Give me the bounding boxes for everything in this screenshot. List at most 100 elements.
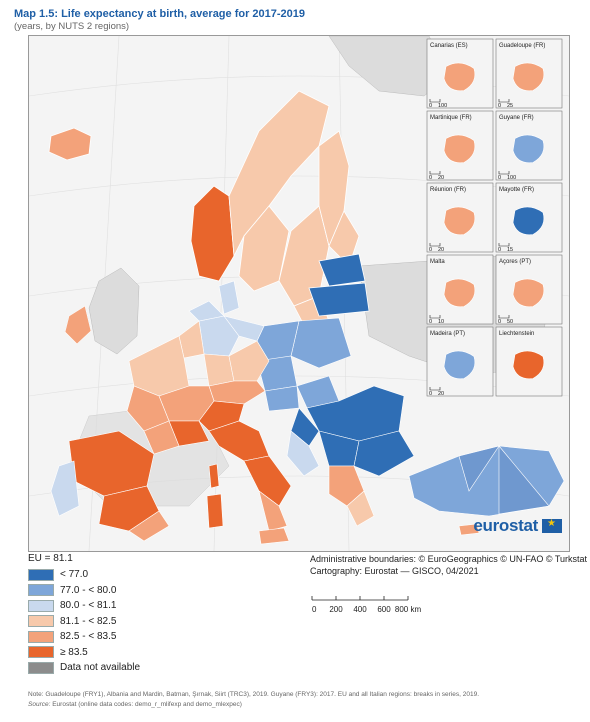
- inset-label: Malta: [430, 259, 445, 265]
- inset-label: Madeira (PT): [430, 331, 465, 337]
- legend-label: 82.5 - < 83.5: [60, 631, 117, 643]
- inset-region-shape: [443, 134, 476, 164]
- inset-guadeloupe-fr: Guadeloupe (FR) 0 25: [495, 38, 563, 109]
- inset-region-shape: [443, 206, 476, 236]
- inset-scale-zero: 0: [429, 319, 432, 325]
- inset-scale-zero: 0: [429, 103, 432, 109]
- legend-swatch: [28, 584, 54, 597]
- inset-label: Liechtenstein: [499, 331, 534, 337]
- legend-rows: < 77.0 77.0 - < 80.0 80.0 - < 81.1 81.1 - <…: [28, 567, 140, 676]
- legend-swatch: [28, 599, 54, 612]
- legend-item: 80.0 - < 81.1: [28, 598, 140, 614]
- note-block: Note: Guadeloupe (FRY1), Albania and Mar…: [28, 690, 568, 710]
- greece: [328, 465, 375, 527]
- legend-item: 81.1 - < 82.5: [28, 614, 140, 630]
- map-number: Map 1.5:: [14, 8, 59, 20]
- inset-region-shape: [443, 278, 476, 308]
- scale-tick-label: 200: [329, 605, 343, 614]
- legend-label: 80.0 - < 81.1: [60, 600, 117, 612]
- region-norway-west: [190, 185, 235, 282]
- inset-canarias-es: Canarias (ES) 0 100: [426, 38, 494, 109]
- inset-label: Guyane (FR): [499, 115, 534, 121]
- map-frame: Canarias (ES) 0 100 Guadeloupe (FR) 0 25 Marti…: [28, 35, 570, 552]
- legend: EU = 81.1 < 77.0 77.0 - < 80.0 80.0 - < 81…: [28, 553, 140, 676]
- inset-label: Martinique (FR): [430, 115, 472, 121]
- alpine: [198, 400, 292, 532]
- legend-swatch: [28, 646, 54, 659]
- inset-r-union-fr: Réunion (FR) 0 20: [426, 182, 494, 253]
- med-islands: [206, 463, 290, 545]
- region-iceland: [48, 127, 92, 161]
- legend-item: 77.0 - < 80.0: [28, 583, 140, 599]
- inset-scale-zero: 0: [429, 391, 432, 397]
- credits-boundaries: Administrative boundaries: © EuroGeograp…: [310, 554, 588, 564]
- inset-martinique-fr: Martinique (FR) 0 20: [426, 110, 494, 181]
- land-uk: [88, 267, 140, 355]
- central-east: [256, 317, 352, 412]
- inset-scale-value: 10: [438, 319, 444, 325]
- turkey: [408, 445, 565, 517]
- finland: [318, 130, 360, 267]
- scale-bar: 0 200 400 600 800 km: [311, 596, 422, 614]
- inset-label: Mayotte (FR): [499, 187, 534, 193]
- baltics: [308, 253, 370, 317]
- inset-scale-value: 50: [507, 319, 513, 325]
- inset-region-shape: [512, 206, 545, 236]
- credits: Administrative boundaries: © EuroGeograp…: [310, 553, 587, 577]
- inset-scale-zero: 0: [498, 175, 501, 181]
- inset-region-shape: [443, 62, 476, 92]
- legend-item: Data not available: [28, 660, 140, 676]
- inset-scale-zero: 0: [498, 103, 501, 109]
- legend-label: 77.0 - < 80.0: [60, 584, 117, 596]
- land-russia-north: [328, 36, 450, 97]
- inset-a-ores-pt: Açores (PT) 0 50: [495, 254, 563, 325]
- inset-label: Canarias (ES): [430, 43, 468, 49]
- inset-scale-value: 20: [438, 391, 444, 397]
- inset-scale-value: 15: [507, 247, 513, 253]
- eu-flag-icon: [542, 518, 562, 533]
- south-east-dark: [290, 385, 415, 477]
- inset-liechtenstein: Liechtenstein: [495, 326, 563, 397]
- inset-mayotte-fr: Mayotte (FR) 0 15: [495, 182, 563, 253]
- france: [126, 335, 215, 455]
- inset-madeira-pt: Madeira (PT) 0 20: [426, 326, 494, 397]
- map-title: Map 1.5: Life expectancy at birth, avera…: [14, 8, 305, 21]
- legend-label: < 77.0: [60, 569, 89, 581]
- inset-scale-value: 100: [507, 175, 516, 181]
- scale-tick-label: 0: [312, 605, 317, 614]
- legend-swatch: [28, 568, 54, 581]
- inset-scale-zero: 0: [498, 319, 501, 325]
- inset-label: Réunion (FR): [430, 187, 466, 193]
- inset-region-shape: [512, 134, 545, 164]
- inset-region-shape: [512, 278, 545, 308]
- inset-scale-value: 100: [438, 103, 447, 109]
- inset-scale-zero: 0: [429, 175, 432, 181]
- inset-scale-value: 25: [507, 103, 513, 109]
- scale-tick-label: 800 km: [395, 605, 422, 614]
- legend-item: ≥ 83.5: [28, 645, 140, 661]
- central-west: [178, 300, 270, 405]
- brand-word: eurostat: [473, 516, 538, 535]
- source-text: Eurostat (online data codes: demo_r_mlif…: [52, 701, 242, 708]
- map-title-text: Life expectancy at birth, average for 20…: [61, 8, 306, 20]
- map-subtitle: (years, by NUTS 2 regions): [14, 21, 130, 32]
- inset-guyane-fr: Guyane (FR) 0 100: [495, 110, 563, 181]
- legend-label: 81.1 - < 82.5: [60, 615, 117, 627]
- scale-tick-label: 400: [353, 605, 367, 614]
- eurostat-logo: eurostat: [473, 516, 562, 536]
- inset-scale-zero: 0: [498, 247, 501, 253]
- scale-tick-label: 600: [377, 605, 391, 614]
- inset-scale-value: 20: [438, 175, 444, 181]
- denmark: [218, 280, 240, 315]
- legend-item: < 77.0: [28, 567, 140, 583]
- legend-eu-average: EU = 81.1: [28, 553, 73, 564]
- balkans-west: [286, 430, 320, 477]
- source-line: Source: Eurostat (online data codes: dem…: [28, 700, 568, 710]
- cyprus: [458, 523, 480, 536]
- uk-ireland: [64, 305, 92, 345]
- inset-label: Açores (PT): [499, 259, 531, 265]
- inset-label: Guadeloupe (FR): [499, 43, 545, 49]
- legend-swatch: [28, 661, 54, 674]
